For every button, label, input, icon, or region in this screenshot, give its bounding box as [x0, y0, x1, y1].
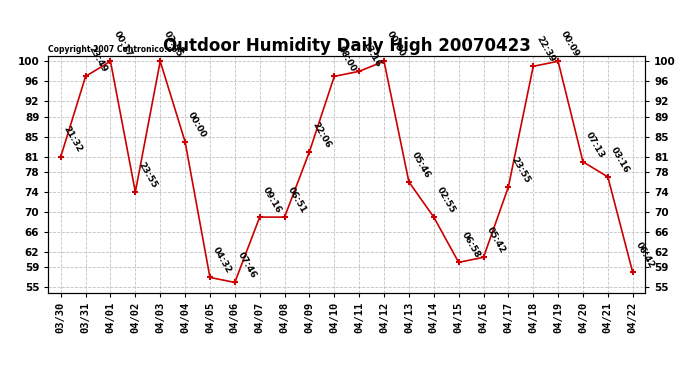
- Title: Outdoor Humidity Daily High 20070423: Outdoor Humidity Daily High 20070423: [163, 37, 531, 55]
- Text: 06:58: 06:58: [460, 231, 482, 260]
- Text: 06:51: 06:51: [286, 185, 308, 214]
- Text: 03:16: 03:16: [609, 145, 631, 174]
- Text: Copyright 2007 Contronico.com: Copyright 2007 Contronico.com: [48, 45, 186, 54]
- Text: 05:42: 05:42: [485, 225, 507, 255]
- Text: 13:16: 13:16: [360, 39, 382, 69]
- Text: 06:42: 06:42: [634, 241, 656, 270]
- Text: 22:39: 22:39: [535, 34, 557, 64]
- Text: 09:16: 09:16: [261, 185, 283, 214]
- Text: 08:00: 08:00: [335, 45, 357, 74]
- Text: 00:17: 00:17: [112, 30, 134, 59]
- Text: 00:00: 00:00: [385, 30, 407, 59]
- Text: 02:55: 02:55: [435, 185, 457, 214]
- Text: 00:00: 00:00: [186, 110, 208, 139]
- Text: 23:49: 23:49: [87, 44, 109, 74]
- Text: 00:09: 00:09: [560, 30, 582, 59]
- Text: 04:32: 04:32: [211, 246, 233, 275]
- Text: 23:55: 23:55: [510, 155, 532, 184]
- Text: 07:13: 07:13: [584, 130, 607, 159]
- Text: 23:55: 23:55: [137, 160, 159, 189]
- Text: 05:46: 05:46: [410, 150, 432, 179]
- Text: 21:32: 21:32: [62, 125, 84, 154]
- Text: 22:06: 22:06: [310, 120, 333, 149]
- Text: 07:46: 07:46: [236, 251, 258, 280]
- Text: 03:55: 03:55: [161, 30, 184, 59]
